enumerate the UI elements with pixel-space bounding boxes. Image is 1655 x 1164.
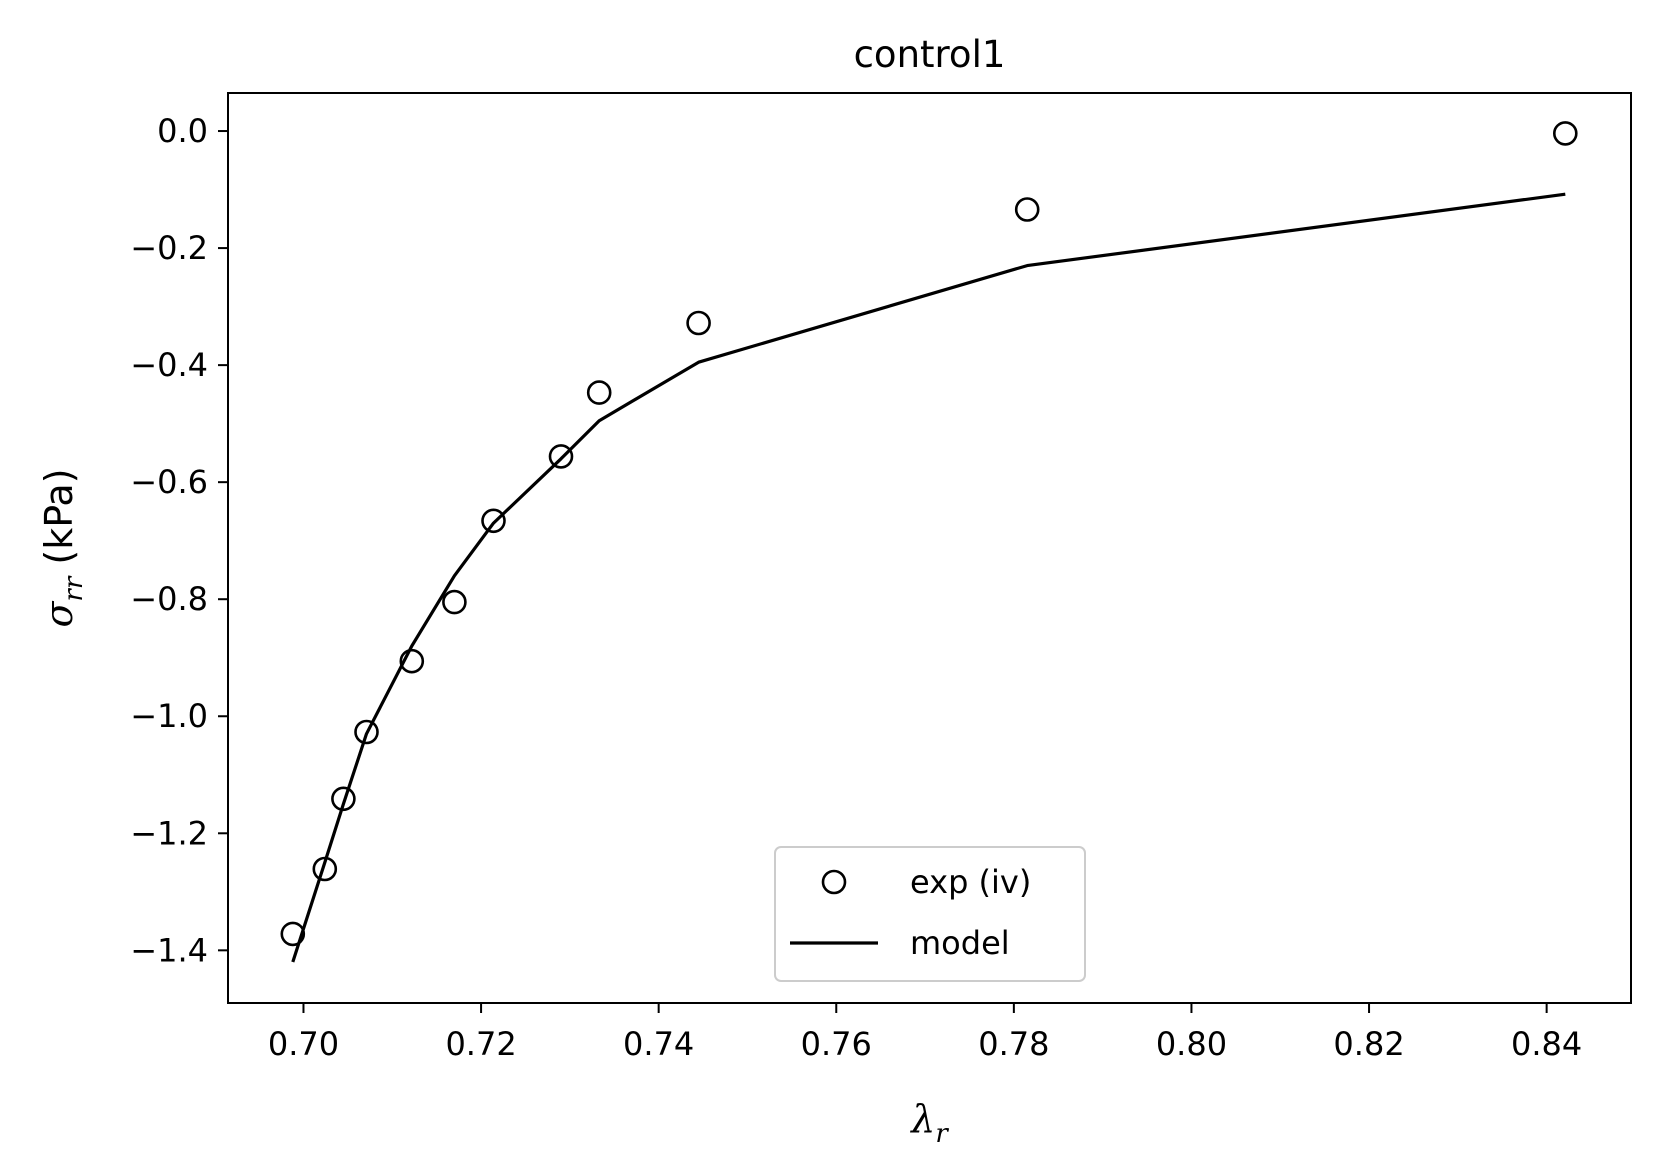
exp-data-point (586, 380, 612, 405)
y-tick-label: 0.0 (157, 112, 208, 150)
y-tick-label: −0.4 (130, 346, 208, 384)
x-tick-label: 0.84 (1511, 1025, 1582, 1063)
exp-data-point (280, 921, 306, 947)
exp-data-point (331, 786, 356, 812)
x-tick-label: 0.78 (978, 1025, 1049, 1063)
y-tick-label: −1.4 (130, 931, 208, 969)
x-tick-label: 0.76 (801, 1025, 872, 1063)
legend-marker-exp (821, 869, 847, 895)
chart-title: control1 (854, 33, 1006, 76)
legend: exp (iv) model (774, 846, 1086, 982)
x-axis-label: λr (909, 1097, 949, 1149)
exp-data-point (399, 648, 425, 674)
x-tick-label: 0.70 (268, 1025, 339, 1063)
legend-box (774, 846, 1086, 982)
legend-label-exp: exp (iv) (910, 863, 1031, 901)
exp-data-point (354, 719, 379, 745)
x-axis-ticks: 0.70 0.72 0.74 0.76 0.78 0.80 0.82 0.84 (268, 1003, 1582, 1063)
y-tick-label: −0.2 (130, 229, 208, 267)
exp-data-point (1553, 121, 1578, 146)
legend-label-model: model (910, 924, 1010, 962)
exp-data-point (481, 508, 506, 534)
y-axis-label: σrr (kPa) (37, 468, 89, 627)
exp-series-markers (280, 121, 1578, 947)
exp-data-point (442, 589, 467, 615)
x-tick-label: 0.80 (1156, 1025, 1227, 1063)
y-tick-label: −1.0 (130, 697, 208, 735)
x-tick-label: 0.72 (445, 1025, 516, 1063)
y-tick-label: −0.6 (130, 463, 208, 501)
exp-data-point (312, 856, 338, 882)
exp-data-point (548, 444, 574, 469)
plot-frame (227, 92, 1632, 1004)
exp-data-point (686, 310, 711, 336)
y-tick-label: −1.2 (130, 814, 208, 852)
y-tick-label: −0.8 (130, 580, 208, 618)
x-tick-label: 0.74 (623, 1025, 694, 1063)
exp-data-point (1014, 197, 1040, 222)
x-tick-label: 0.82 (1333, 1025, 1404, 1063)
y-axis-ticks: 0.0 −0.2 −0.4 −0.6 −0.8 −1.0 −1.2 −1.4 (130, 112, 228, 969)
model-series-line (291, 192, 1566, 963)
